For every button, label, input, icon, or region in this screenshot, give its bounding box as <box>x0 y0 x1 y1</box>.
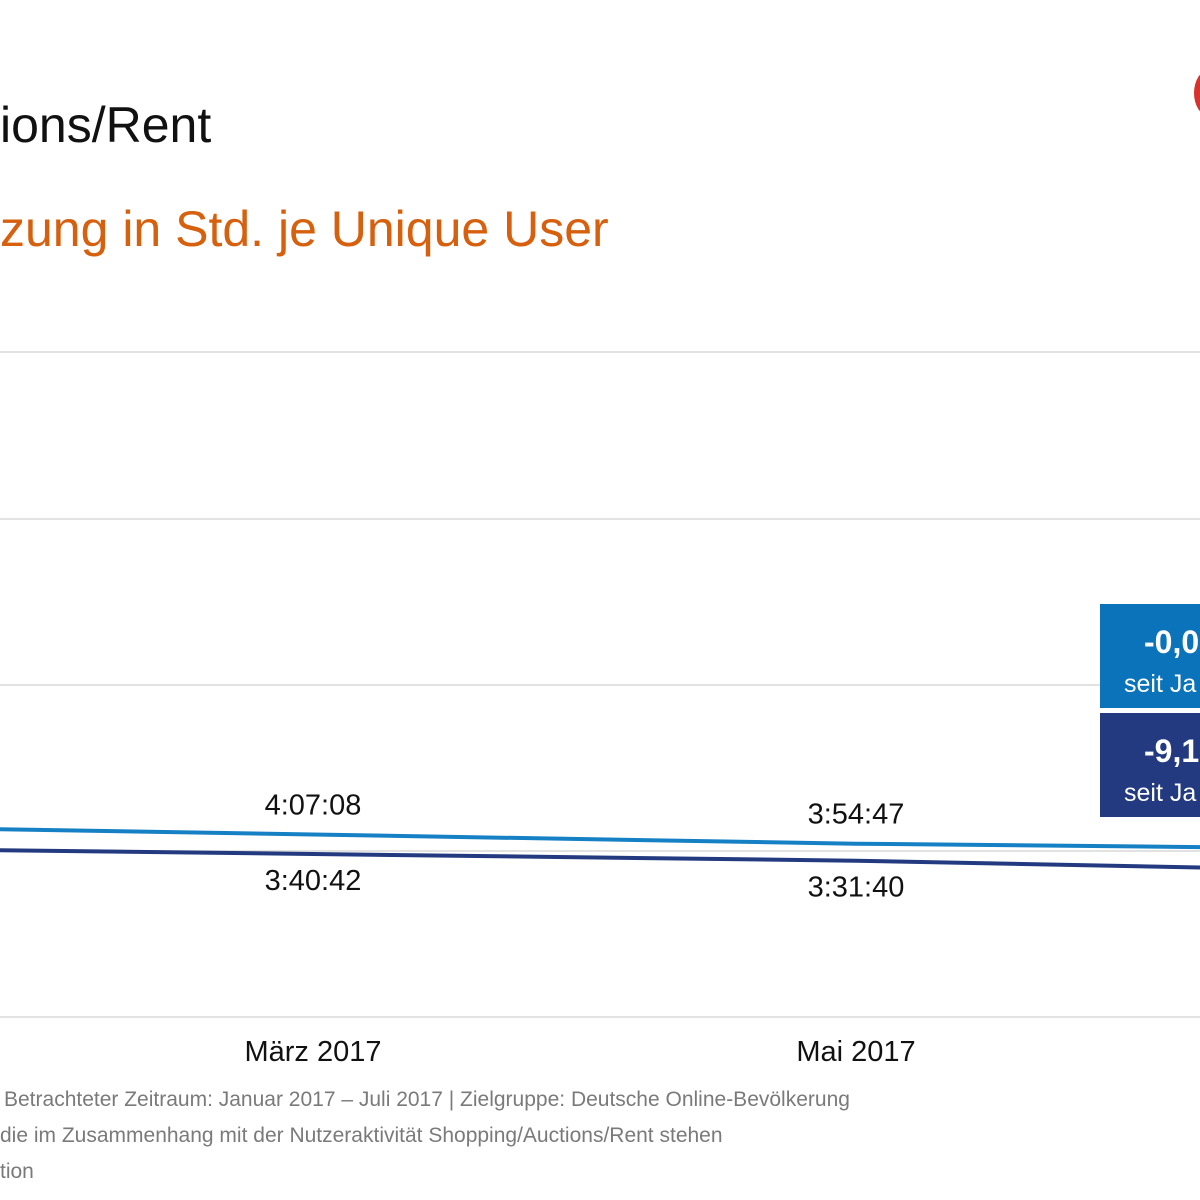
x-tick-label: März 2017 <box>244 1036 381 1068</box>
callout-caption: seit Ja <box>1124 779 1197 807</box>
series-line-1 <box>0 827 1200 850</box>
data-label: 3:54:47 <box>808 799 905 831</box>
callout-value: -9,1 <box>1144 733 1200 769</box>
data-label: 4:07:08 <box>265 790 362 822</box>
callout-box-dark: -9,1 seit Ja <box>1100 713 1200 817</box>
chart-subtitle: zung in Std. je Unique User <box>0 201 609 257</box>
footnote-source: tion <box>0 1160 34 1183</box>
series-line-2 <box>0 848 1200 870</box>
callout-caption: seit Ja <box>1124 670 1197 698</box>
data-label: 3:31:40 <box>808 872 905 904</box>
data-label: 3:40:42 <box>265 865 362 897</box>
footnote-definition: die im Zusammenhang mit der Nutzeraktivi… <box>0 1124 723 1147</box>
x-tick-label: Mai 2017 <box>796 1036 915 1068</box>
callout-value: -0,0 <box>1144 624 1200 660</box>
chart-title: ions/Rent <box>0 97 212 153</box>
footnote-period: Betrachteter Zeitraum: Januar 2017 – Jul… <box>4 1088 850 1111</box>
brand-logo-mark <box>1194 70 1200 116</box>
line-chart: 4:07:08 3:54:47 3:40:42 3:31:40 März 2017 Mai… <box>0 351 1200 1068</box>
callout-box-light: -0,0 seit Ja <box>1100 604 1200 708</box>
